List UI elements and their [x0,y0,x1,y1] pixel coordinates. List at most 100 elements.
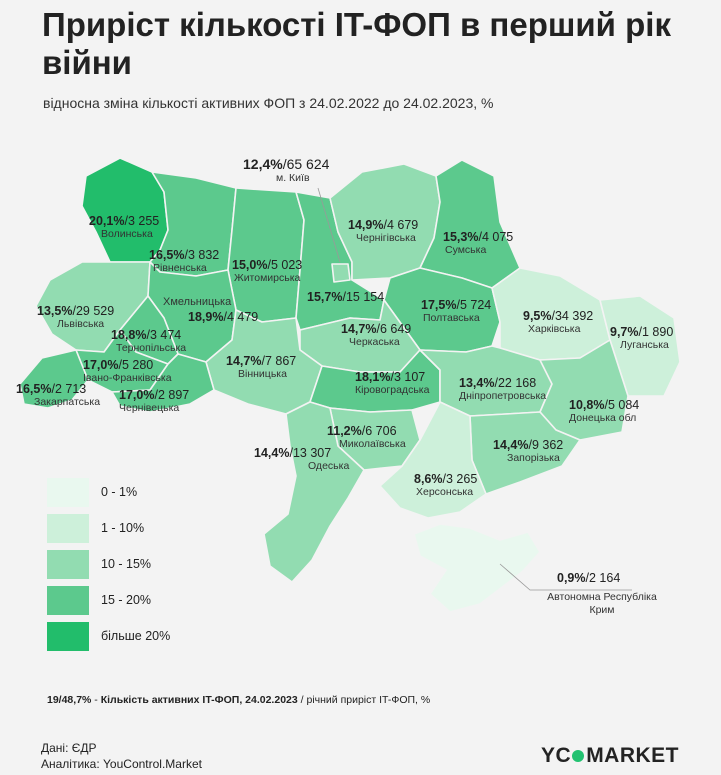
footnote-sep2: / [297,694,307,706]
label-lviv: 13,5%/29 529 Львівська [37,304,115,330]
label-zhytomyr-name: Житомирська [234,272,301,284]
crimea-leader-line [499,563,632,591]
label-chernihiv: 14,9%/4 679 Чернігівська [348,218,419,244]
label-dnipro-count: 22 168 [497,376,537,390]
label-vinnytsia-pct: 14,7% [226,354,262,368]
region-chernivtsi[interactable] [111,353,215,413]
label-kharkiv-count: 34 392 [554,309,594,323]
label-zhytomyr: 15,0%/5 023 Житомирська [232,258,303,284]
label-donetsk: 10,8%/5 084 Донецька обл [569,398,640,424]
yc-market-logo: YC MARKET [541,744,679,768]
label-vinnytsia-count: 7 867 [264,354,297,368]
label-ternopil-count: 3 474 [149,328,182,342]
legend: 0 - 1% 1 - 10% 10 - 15% 15 - 20% більше … [47,474,170,654]
kyiv-leader-line [317,187,341,263]
legend-label: 15 - 20% [101,593,152,607]
label-kherson: 8,6%/3 265 Херсонська [414,472,478,498]
label-crimea-name: Автономна Республіка Крим [547,591,657,616]
label-lviv-name: Львівська [57,318,105,330]
label-lviv-count: 29 529 [75,304,115,318]
label-sumy-pct: 15,3% [443,230,479,244]
label-crimea-pct: 0,9% [557,571,586,585]
label-poltava-name: Полтавська [423,312,480,324]
label-kherson-count: 3 265 [445,472,478,486]
label-kyiv-city-count: 65 624 [286,156,330,172]
label-poltava-pct: 17,5% [421,298,457,312]
label-odesa: 14,4%/13 307 Одеська [254,446,350,472]
label-dnipro: 13,4%/22 168 Дніпропетровська [459,376,547,402]
label-volyn-pct: 20,1% [89,214,125,228]
label-volyn-name: Волинська [101,228,153,240]
label-khmelnytskyi-name: Хмельницька [163,296,232,308]
legend-label: 0 - 1% [101,485,138,499]
label-crimea-count: 2 164 [588,571,621,585]
label-kirovohrad-pct: 18,1% [355,370,391,384]
legend-label: більше 20% [101,629,171,643]
label-odesa-count: 13 307 [292,446,332,460]
label-zaporizhzhia-pct: 14,4% [493,438,529,452]
label-kyiv-city-name: м. Київ [276,172,310,184]
footnote-rest: річний приріст IT-ФОП, % [306,694,431,706]
label-chernivtsi: 17,0%/2 897 Чернівецька [119,388,190,414]
label-rivne-pct: 16,5% [149,248,185,262]
label-kherson-name: Херсонська [416,486,474,498]
region-zhytomyr[interactable] [227,187,305,323]
label-donetsk-name: Донецька обл [569,412,637,424]
label-chernihiv-pct: 14,9% [348,218,384,232]
label-kirovohrad-name: Кіровоградська [355,384,430,396]
label-poltava: 17,5%/5 724 Полтавська [421,298,492,324]
label-ternopil-name: Тернопільська [116,342,187,354]
logo-right: MARKET [586,744,680,767]
legend-label: 1 - 10% [101,521,145,535]
label-donetsk-count: 5 084 [607,398,640,412]
label-luhansk-pct: 9,7% [610,325,639,339]
label-sumy-name: Сумська [445,244,487,256]
label-khmelnytskyi-pct: 18,9% [188,310,224,324]
label-kirovohrad: 18,1%/3 107 Кіровоградська [355,370,430,396]
label-luhansk-name: Луганська [620,339,669,351]
label-zhytomyr-pct: 15,0% [232,258,268,272]
legend-swatch [47,585,89,615]
label-zakarpattia-name: Закарпатська [34,396,101,408]
label-mykolaiv-name: Миколаївська [339,438,406,450]
label-khmelnytskyi: 18,9%/4 479 [188,310,259,324]
label-chernivtsi-count: 2 897 [157,388,190,402]
label-chernihiv-name: Чернігівська [356,232,416,244]
label-zakarpattia: 16,5%/2 713 Закарпатська [16,382,101,408]
label-ternopil: 18,8%/3 474 Тернопільська [111,328,187,354]
legend-item: 0 - 1% [47,474,170,510]
legend-swatch [47,477,89,507]
label-chernivtsi-name: Чернівецька [119,402,180,414]
label-kyiv-city: 12,4%/65 624 м. Київ [243,156,330,184]
footnote-bold: Кількість активних IT-ФОП, 24.02.2023 [100,694,298,706]
label-mykolaiv: 11,2%/6 706 Миколаївська [327,424,406,450]
label-kharkiv: 9,5%/34 392 Харківська [523,309,594,335]
legend-item: більше 20% [47,618,170,654]
label-rivne-count: 3 832 [187,248,220,262]
region-crimea[interactable] [413,523,541,613]
label-kyiv-obl-count: 15 154 [345,290,385,304]
label-kharkiv-name: Харківська [528,323,581,335]
label-kharkiv-pct: 9,5% [523,309,552,323]
region-kherson[interactable] [379,401,487,519]
label-ivano-frankivsk-pct: 17,0% [83,358,119,372]
footnote: 19/48,7% - Кількість активних IT-ФОП, 24… [47,694,430,706]
region-odesa[interactable] [263,401,365,583]
label-crimea: 0,9%/2 164 Автономна Республіка Крим [547,571,657,616]
region-kyiv-city[interactable] [331,263,351,283]
label-lviv-pct: 13,5% [37,304,73,318]
label-zhytomyr-count: 5 023 [270,258,303,272]
label-cherkasy-name: Черкаська [349,336,400,348]
region-donetsk[interactable] [539,339,629,441]
label-zaporizhzhia-count: 9 362 [531,438,564,452]
legend-item: 10 - 15% [47,546,170,582]
label-donetsk-pct: 10,8% [569,398,605,412]
page-subtitle: відносна зміна кількості активних ФОП з … [43,95,494,111]
label-ivano-frankivsk: 17,0%/5 280 Івано-Франківська [83,358,172,384]
label-cherkasy-count: 6 649 [379,322,412,336]
label-chernivtsi-pct: 17,0% [119,388,155,402]
label-khmelnytskyi-count: 4 479 [226,310,259,324]
label-odesa-name: Одеська [308,460,350,472]
region-zakarpattia[interactable] [19,349,89,409]
